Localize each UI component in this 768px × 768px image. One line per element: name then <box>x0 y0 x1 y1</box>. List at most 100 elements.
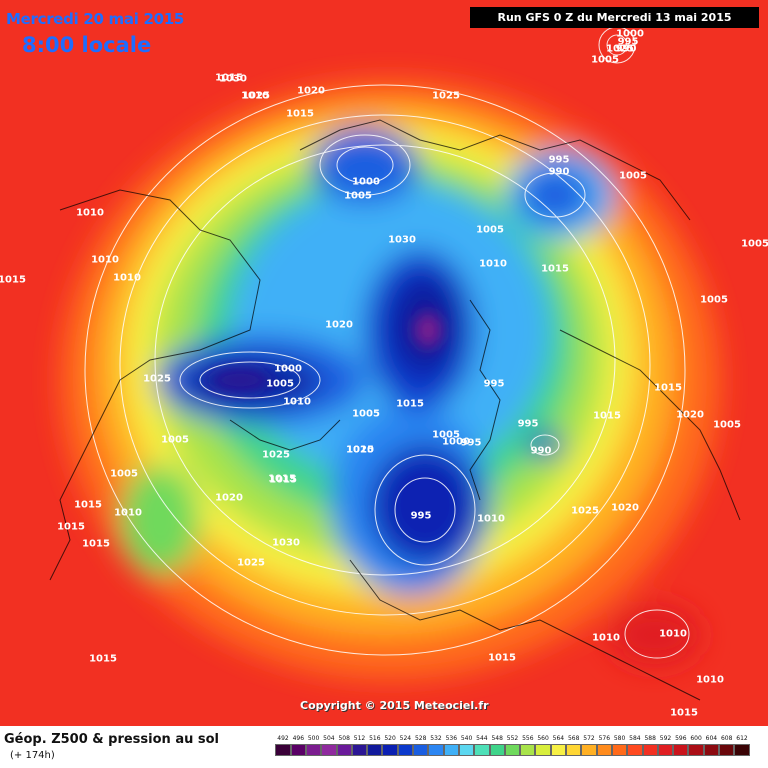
isobar-label: 1030 <box>219 73 247 85</box>
isobar-label: 990 <box>530 445 552 457</box>
isobar-label: 1025 <box>262 449 290 461</box>
isobar-label: 1015 <box>541 263 569 275</box>
scale-swatch <box>566 744 582 756</box>
isobars <box>84 26 690 659</box>
z500-map <box>0 0 768 726</box>
isobar-label: 1010 <box>76 207 104 219</box>
scale-tick-label: 564 <box>552 735 565 742</box>
isobar-label: 1000 <box>616 28 644 40</box>
isobar-label: 1015 <box>57 521 85 533</box>
scale-tick-label: 608 <box>720 735 733 742</box>
isobar-label: 1025 <box>346 444 374 456</box>
isobar-label: 1010 <box>114 507 142 519</box>
scale-tick-label: 512 <box>353 735 366 742</box>
scale-tick-label: 524 <box>399 735 412 742</box>
isobar-label: 1015 <box>286 108 314 120</box>
scale-swatch <box>382 744 398 756</box>
isobar-label: 1020 <box>215 492 243 504</box>
scale-tick-label: 500 <box>307 735 320 742</box>
scale-swatch <box>596 744 612 756</box>
isobar-label: 1015 <box>215 72 243 84</box>
isobar-label: 1015 <box>74 499 102 511</box>
scale-swatch <box>611 744 628 756</box>
legend-title: Géop. Z500 & pression au sol <box>4 732 219 747</box>
geopotential-field <box>60 80 720 680</box>
scale-tick-label: 528 <box>414 735 427 742</box>
scale-tick-label: 540 <box>460 735 473 742</box>
isobar-label: 1025 <box>432 90 460 102</box>
scale-swatch <box>336 744 352 756</box>
isobar-label: 1000 <box>274 363 302 375</box>
scale-tick-label: 532 <box>430 735 442 742</box>
isobar-label: 1000 <box>442 436 470 448</box>
scale-tick-label: 580 <box>613 735 626 742</box>
scale-tick-label: 520 <box>384 735 396 742</box>
scale-tick-label: 508 <box>338 735 350 742</box>
legend-footer: Géop. Z500 & pression au sol (+ 174h) 49… <box>0 726 768 768</box>
scale-tick-label: 516 <box>369 735 381 742</box>
scale-tick-label: 576 <box>598 735 611 742</box>
isobar-label: 1000 <box>352 176 380 188</box>
scale-swatch <box>657 744 674 756</box>
isobar-label: 1005 <box>476 224 504 236</box>
isobar-label: 1015 <box>89 653 117 665</box>
isobar-label: 1005 <box>700 294 728 306</box>
isobar-label: 1020 <box>676 409 704 421</box>
scale-swatch <box>321 744 337 756</box>
scale-tick-label: 496 <box>292 735 305 742</box>
isobar-label: 1010 <box>696 674 724 686</box>
isobar-label: 1015 <box>654 382 682 394</box>
scale-tick-label: 544 <box>476 735 488 742</box>
scale-swatch <box>305 744 322 756</box>
scale-tick-label: 548 <box>491 735 503 742</box>
isobar-label: 1010 <box>113 272 141 284</box>
scale-swatch <box>688 744 704 756</box>
copyright-notice: Copyright © 2015 Meteociel.fr <box>300 699 489 712</box>
legend-subtitle: (+ 174h) <box>10 750 55 761</box>
isobar-label: 995 <box>460 437 482 449</box>
scale-tick-label: 504 <box>323 735 335 742</box>
isobar-label: 1005 <box>344 190 372 202</box>
isobar-label: 1010 <box>592 632 620 644</box>
isobar-label: 990 <box>615 43 637 55</box>
scale-tick-label: 572 <box>583 735 595 742</box>
scale-tick-label: 536 <box>445 735 458 742</box>
isobar-label: 1025 <box>571 505 599 517</box>
model-run-banner: Run GFS 0 Z du Mercredi 13 mai 2015 <box>470 7 759 28</box>
isobar-label: 1010 <box>346 444 374 456</box>
isobar-label: 1015 <box>268 473 296 485</box>
isobar-label: 1010 <box>283 396 311 408</box>
scale-swatch <box>504 744 521 756</box>
scale-swatch <box>489 744 505 756</box>
scale-swatch <box>734 744 750 756</box>
scale-tick-label: 568 <box>567 735 580 742</box>
isobar-label: 1005 <box>619 170 647 182</box>
isobar-label: 1015 <box>396 398 424 410</box>
scale-swatch <box>275 744 291 756</box>
scale-swatch <box>581 744 597 756</box>
scale-swatch <box>428 744 444 756</box>
scale-tick-label: 560 <box>537 735 549 742</box>
isobar-label: 995 <box>548 154 570 166</box>
isobar-label: 1010 <box>241 90 269 102</box>
isobar-label: 1005 <box>161 434 189 446</box>
isobar-label: 1010 <box>659 628 687 640</box>
isobar-label: 1005 <box>110 468 138 480</box>
scale-tick-label: 596 <box>675 735 687 742</box>
scale-swatch <box>642 744 658 756</box>
isobar-label: 990 <box>548 166 570 178</box>
isobar-label: 1010 <box>479 258 507 270</box>
scale-swatch <box>367 744 383 756</box>
isobar-label: 1020 <box>297 85 325 97</box>
isobar-label: 995 <box>617 36 639 48</box>
scale-tick-label: 600 <box>690 735 702 742</box>
isobar-label: 1015 <box>0 274 26 286</box>
scale-tick-label: 492 <box>277 735 289 742</box>
scale-tick-label: 552 <box>506 735 519 742</box>
scale-swatch <box>703 744 720 756</box>
isobar-label: 1020 <box>611 502 639 514</box>
scale-swatch <box>290 744 306 756</box>
isobar-label: 1025 <box>237 557 265 569</box>
isobar-label: 1005 <box>432 429 460 441</box>
